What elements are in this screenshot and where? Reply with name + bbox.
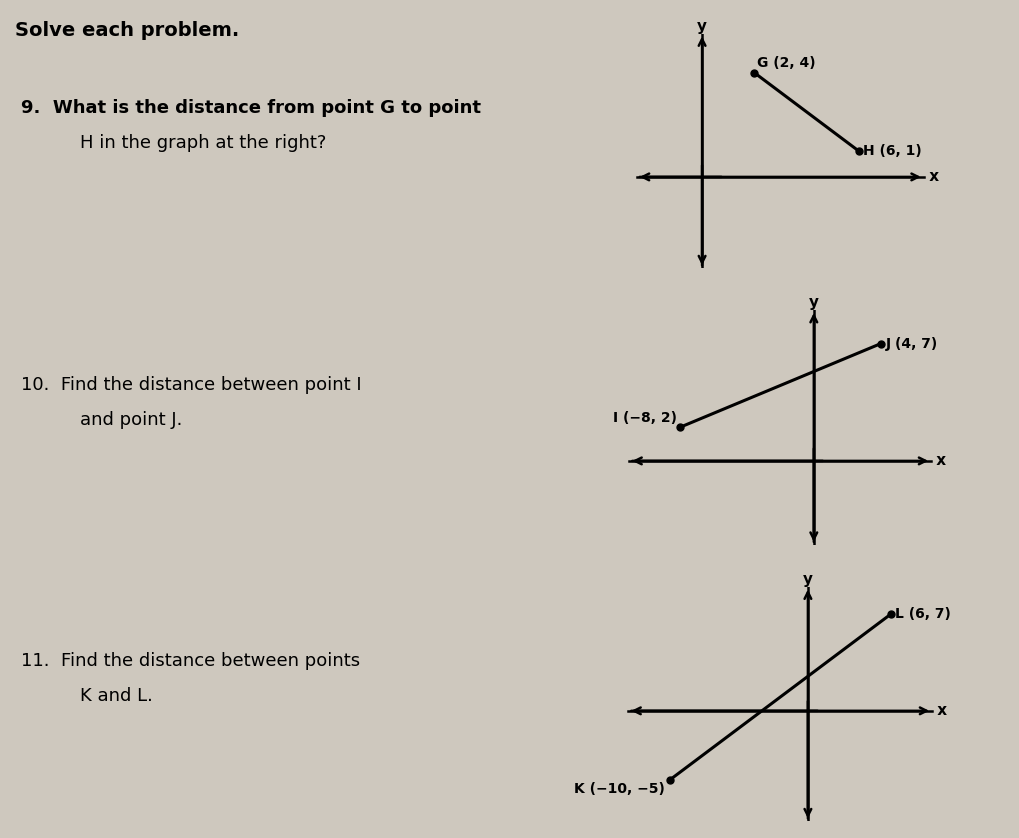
Text: L (6, 7): L (6, 7)	[895, 608, 950, 621]
Text: y: y	[696, 18, 706, 34]
Text: x: x	[923, 169, 937, 184]
Text: x: x	[930, 453, 946, 468]
Text: x: x	[931, 703, 947, 718]
Text: G (2, 4): G (2, 4)	[756, 56, 815, 70]
Text: I (−8, 2): I (−8, 2)	[612, 411, 676, 425]
Text: H (6, 1): H (6, 1)	[862, 144, 920, 158]
Text: H in the graph at the right?: H in the graph at the right?	[57, 134, 326, 153]
Text: y: y	[802, 572, 812, 587]
Text: K (−10, −5): K (−10, −5)	[574, 782, 664, 796]
Text: 11.  Find the distance between points: 11. Find the distance between points	[20, 652, 360, 670]
Text: J (4, 7): J (4, 7)	[884, 337, 936, 350]
Text: y: y	[808, 295, 818, 310]
Text: 10.  Find the distance between point I: 10. Find the distance between point I	[20, 375, 361, 394]
Text: Solve each problem.: Solve each problem.	[15, 21, 239, 40]
Text: K and L.: K and L.	[57, 687, 153, 706]
Text: and point J.: and point J.	[57, 411, 182, 429]
Text: 9.  What is the distance from point G to point: 9. What is the distance from point G to …	[20, 99, 480, 117]
